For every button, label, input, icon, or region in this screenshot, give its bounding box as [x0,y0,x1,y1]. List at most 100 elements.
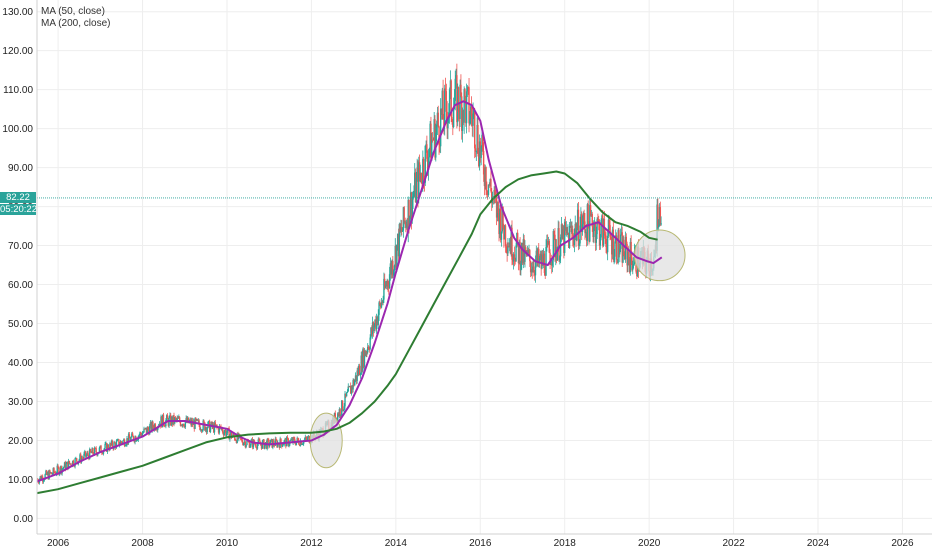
candle-body [43,479,45,481]
candle-body [162,414,165,425]
candle-body [512,259,514,262]
candle-body [520,263,522,271]
candle-body [127,434,130,444]
candle-body [129,438,131,441]
candle-body [210,421,212,426]
candle-body [52,468,54,475]
x-tick-label: 2024 [807,538,830,549]
candle-body [128,434,131,439]
candle-body [508,242,511,248]
legend-ma50[interactable]: MA (50, close) [41,6,105,17]
candle-body [243,441,246,443]
candle-body [241,438,243,443]
candlesticks [36,63,662,485]
candle-body [225,430,227,436]
candle-body [350,385,353,394]
candle-body [337,413,339,422]
candle-body [553,231,555,235]
candle-body [540,253,542,269]
candle-body [495,196,498,218]
candle-body [297,437,299,441]
candle-body [465,96,467,124]
candle-body [341,400,344,411]
candle-body [561,224,563,239]
candle-body [372,322,375,332]
candle-body [268,444,271,447]
candle-body [606,246,608,253]
candle-body [444,88,446,127]
candle-body [363,350,366,367]
time-axis[interactable]: 2006 2008 2010 2012 2014 2016 2018 2020 2022 2024… [37,533,932,549]
candle-body [305,436,307,439]
candle-body [298,444,301,446]
candle-body [73,465,75,467]
candle-body [246,440,248,445]
candle-body [595,234,597,243]
candle-body [532,266,534,273]
candle-body [485,167,487,191]
candle-body [123,439,125,441]
ma200-line [36,170,658,495]
candle-body [434,119,436,158]
candle-body [288,444,290,446]
price-axis[interactable]: 0.00 10.00 20.00 30.00 40.00 50.00 60.00 70.00 8… [0,0,38,550]
candle-body [481,134,483,147]
candle-body [535,250,538,262]
candle-body [50,472,53,475]
candle-body [156,429,158,431]
candle-body [534,261,537,276]
candle-body [344,393,346,407]
candle-body [149,422,152,426]
candle-body [141,433,144,437]
candle-body [457,87,460,113]
candle-body [339,409,341,416]
candle-body [592,226,594,238]
candle-body [538,248,540,264]
candle-body [260,444,263,449]
candle-body [59,466,62,473]
candle-body [572,238,575,246]
candle-body [586,204,589,241]
candle-body [619,248,621,255]
candle-body [158,423,161,427]
candle-body [163,424,165,426]
candle-body [238,433,241,436]
candle-body [101,452,103,454]
legend-ma200[interactable]: MA (200, close) [41,18,111,29]
candle-body [366,352,368,354]
candle-body [376,317,379,325]
candle-body [379,303,382,308]
candle-body [144,427,147,429]
candle-body [370,327,372,338]
y-tick-label: 10.00 [8,475,33,486]
x-tick-label: 2022 [722,538,745,549]
candle-body [341,400,343,415]
candle-body [131,433,133,438]
candle-body [530,269,533,273]
candle-body [86,452,88,456]
candle-body [545,246,547,276]
y-tick-label: 90.00 [8,163,33,174]
candle-body [230,432,233,438]
candle-body [616,259,619,263]
candle-body [64,462,67,470]
candle-body [265,442,268,449]
candle-body [242,442,245,446]
candle-body [473,110,475,114]
candle-body [591,213,593,227]
candle-body [262,439,264,442]
candle-body [337,413,340,416]
candle-body [261,441,264,449]
candle-body [623,255,626,260]
candle-body [222,432,225,436]
candle-body [424,145,426,183]
candle-body [610,239,613,255]
candle-body [236,433,238,444]
candle-body [397,233,399,245]
candle-body [144,428,146,430]
candle-body [58,467,60,475]
candle-body [388,274,391,288]
candle-body [352,380,354,390]
candle-body [345,392,348,397]
